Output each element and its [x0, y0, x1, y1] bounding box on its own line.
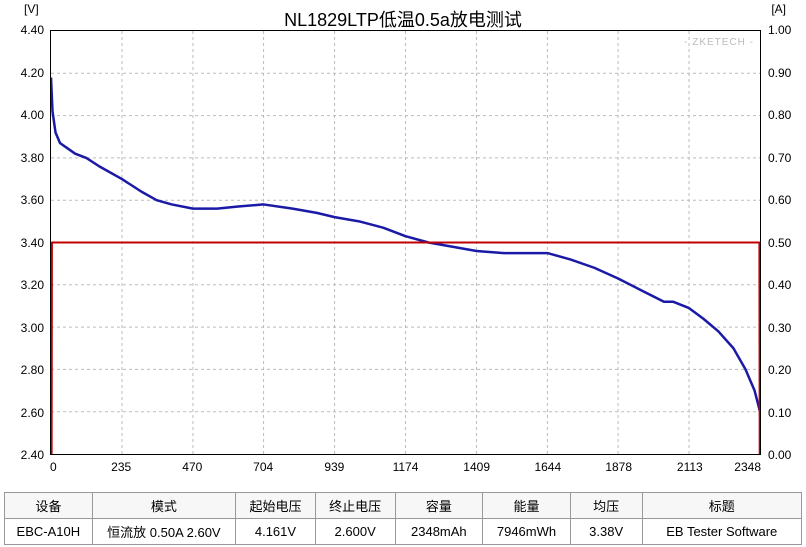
y-right-tick: 0.40	[768, 278, 791, 292]
table-header-cell: 模式	[92, 493, 235, 519]
info-table-data-row: EBC-A10H恒流放 0.50A 2.60V4.161V2.600V2348m…	[5, 519, 802, 545]
table-cell: 3.38V	[570, 519, 642, 545]
table-cell: 恒流放 0.50A 2.60V	[92, 519, 235, 545]
table-header-cell: 设备	[5, 493, 93, 519]
y-left-tick: 3.80	[21, 151, 44, 165]
y-right-tick: 0.50	[768, 236, 791, 250]
x-tick: 1174	[393, 460, 419, 474]
x-tick: 2113	[677, 460, 703, 474]
y-left-tick: 4.00	[21, 108, 44, 122]
table-header-cell: 均压	[570, 493, 642, 519]
y-right-tick: 0.60	[768, 193, 791, 207]
watermark: - ZKETECH -	[684, 37, 754, 48]
x-tick: 470	[182, 460, 202, 474]
y-right-ticks: 0.000.100.200.300.400.500.600.700.800.90…	[764, 30, 806, 455]
x-tick: 1409	[463, 460, 490, 474]
x-tick: 0	[50, 460, 57, 474]
table-header-cell: 标题	[642, 493, 801, 519]
y-left-tick: 3.40	[21, 236, 44, 250]
x-tick: 2348	[734, 460, 761, 474]
y-right-tick: 0.00	[768, 448, 791, 462]
x-ticks: 0 235 470 704 939 1174 1409 1644 1878 2113 2348	[50, 460, 761, 480]
y-left-tick: 4.20	[21, 66, 44, 80]
y-right-tick: 0.30	[768, 321, 791, 335]
y-left-tick: 2.60	[21, 406, 44, 420]
info-table: 设备模式起始电压终止电压容量能量均压标题 EBC-A10H恒流放 0.50A 2…	[4, 492, 802, 545]
y-right-unit: [A]	[771, 2, 786, 16]
y-left-tick: 2.80	[21, 363, 44, 377]
x-tick: 704	[253, 460, 273, 474]
x-tick: 939	[324, 460, 344, 474]
table-header-cell: 容量	[395, 493, 483, 519]
table-cell: 2.600V	[315, 519, 395, 545]
x-tick: 1644	[534, 460, 561, 474]
y-right-tick: 0.70	[768, 151, 791, 165]
plot-region: - ZKETECH -	[50, 30, 761, 455]
y-left-tick: 3.20	[21, 278, 44, 292]
y-left-tick: 2.40	[21, 448, 44, 462]
table-cell: EB Tester Software	[642, 519, 801, 545]
y-left-tick: 4.40	[21, 23, 44, 37]
info-table-header-row: 设备模式起始电压终止电压容量能量均压标题	[5, 493, 802, 519]
y-right-tick: 1.00	[768, 23, 791, 37]
y-left-tick: 3.00	[21, 321, 44, 335]
plot-svg	[51, 31, 760, 454]
table-cell: EBC-A10H	[5, 519, 93, 545]
y-right-tick: 0.10	[768, 406, 791, 420]
table-header-cell: 起始电压	[236, 493, 316, 519]
y-left-tick: 3.60	[21, 193, 44, 207]
table-header-cell: 终止电压	[315, 493, 395, 519]
table-cell: 7946mWh	[483, 519, 571, 545]
table-cell: 2348mAh	[395, 519, 483, 545]
x-tick: 235	[111, 460, 131, 474]
y-left-ticks: 2.402.602.803.003.203.403.603.804.004.20…	[0, 30, 48, 455]
y-left-unit: [V]	[24, 2, 39, 16]
table-header-cell: 能量	[483, 493, 571, 519]
table-cell: 4.161V	[236, 519, 316, 545]
y-right-tick: 0.80	[768, 108, 791, 122]
chart-container: NL1829LTP低温0.5a放电测试 [V] [A] 2.402.602.80…	[0, 0, 806, 490]
y-right-tick: 0.20	[768, 363, 791, 377]
x-tick: 1878	[605, 460, 632, 474]
y-right-tick: 0.90	[768, 66, 791, 80]
